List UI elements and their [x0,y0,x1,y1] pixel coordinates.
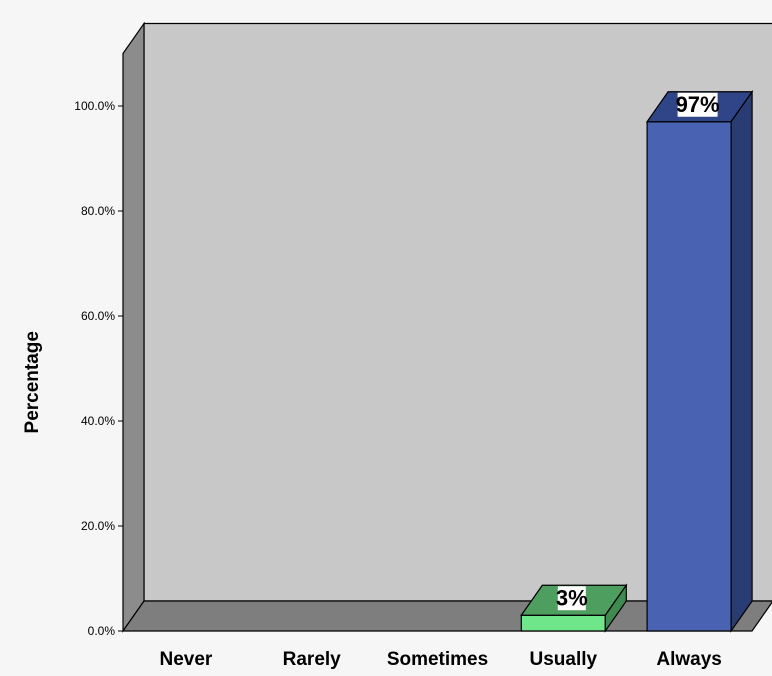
y-axis: 0.0% 20.0% 40.0% 60.0% 80.0% 100.0% [74,99,123,638]
x-tick-label: Rarely [283,649,342,670]
data-label-bg [677,92,718,117]
x-axis: Never Rarely Sometimes Usually Always [159,649,721,670]
y-tick-label: 40.0% [81,414,115,428]
bar [520,614,606,632]
x-tick-label: Always [656,649,721,670]
side-wall [122,21,145,633]
y-axis-title: Percentage [22,331,43,433]
y-tick-label: 80.0% [81,204,115,218]
data-labels: 3% 97% [556,92,720,611]
x-tick-label: Usually [530,649,598,670]
x-tick-label: Sometimes [387,649,488,670]
bar-side [604,583,627,633]
bars [520,89,754,633]
data-label: 3% [556,585,588,610]
data-label-bg [557,586,586,611]
x-tick-label: Never [159,649,212,670]
y-tick-label: 20.0% [81,519,115,533]
y-tick-label: 0.0% [88,624,116,638]
y-tick-label: 100.0% [74,99,115,113]
bar [646,121,732,632]
y-tick-label: 60.0% [81,309,115,323]
data-label: 97% [676,92,720,117]
bar-side [730,89,753,633]
